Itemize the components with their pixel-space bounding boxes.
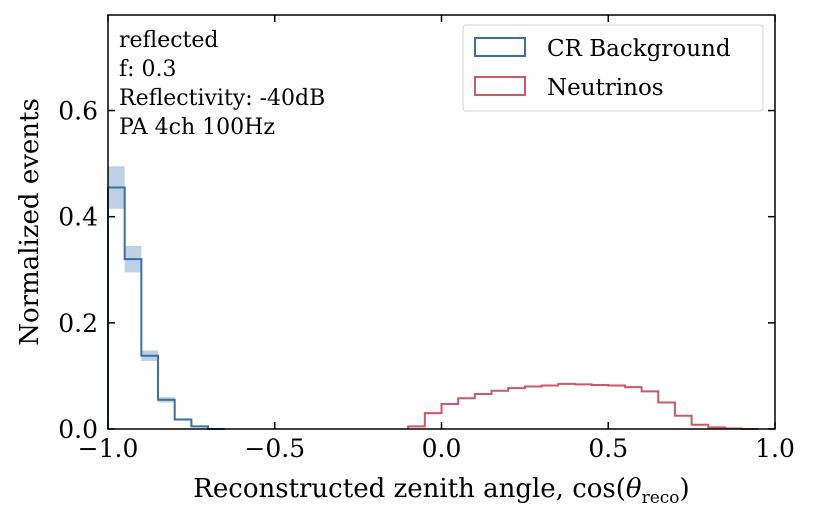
annotation-block: reflected f: 0.3 Reflectivity: -40dB PA …	[119, 28, 325, 140]
y-tick-label: 0.0	[58, 415, 98, 444]
x-axis-label-close: )	[680, 474, 690, 504]
y-tick-label: 0.4	[58, 203, 98, 232]
annotation-line: PA 4ch 100Hz	[119, 115, 275, 140]
y-tick-label: 0.6	[58, 97, 98, 126]
x-tick-label: 0.0	[422, 434, 462, 463]
x-tick-label: 0.5	[588, 434, 628, 463]
legend-swatch-neutrinos	[474, 76, 526, 96]
histogram-steps	[107, 186, 759, 430]
annotation-line: Reflectivity: -40dB	[119, 86, 325, 111]
legend: CR Background Neutrinos	[462, 24, 764, 112]
legend-swatch-cr-background	[474, 37, 526, 57]
x-axis-label-theta: θ	[626, 474, 642, 504]
y-axis-label: Normalized events	[15, 98, 45, 346]
legend-label-neutrinos: Neutrinos	[547, 75, 664, 101]
annotation-line: f: 0.3	[119, 57, 177, 82]
x-tick-labels: −1.0 −0.5 0.0 0.5 1.0	[78, 434, 795, 463]
y-tick-labels: 0.0 0.2 0.4 0.6	[58, 97, 98, 444]
x-tick-label: −1.0	[78, 434, 139, 463]
annotation-line: reflected	[119, 28, 219, 53]
series-step-cr-background	[107, 186, 225, 430]
x-axis-label: Reconstructed zenith angle, cos(θreco)	[193, 474, 689, 508]
x-axis-label-subscript: reco	[642, 488, 680, 508]
legend-label-cr-background: CR Background	[547, 36, 731, 62]
y-tick-label: 0.2	[58, 309, 98, 338]
series-step-neutrinos	[407, 382, 759, 430]
legend-box	[462, 24, 764, 112]
x-axis-label-main: Reconstructed zenith angle, cos(	[193, 474, 626, 504]
plot-frame	[107, 14, 776, 430]
x-tick-label: −0.5	[244, 434, 305, 463]
x-tick-label: 1.0	[755, 434, 795, 463]
